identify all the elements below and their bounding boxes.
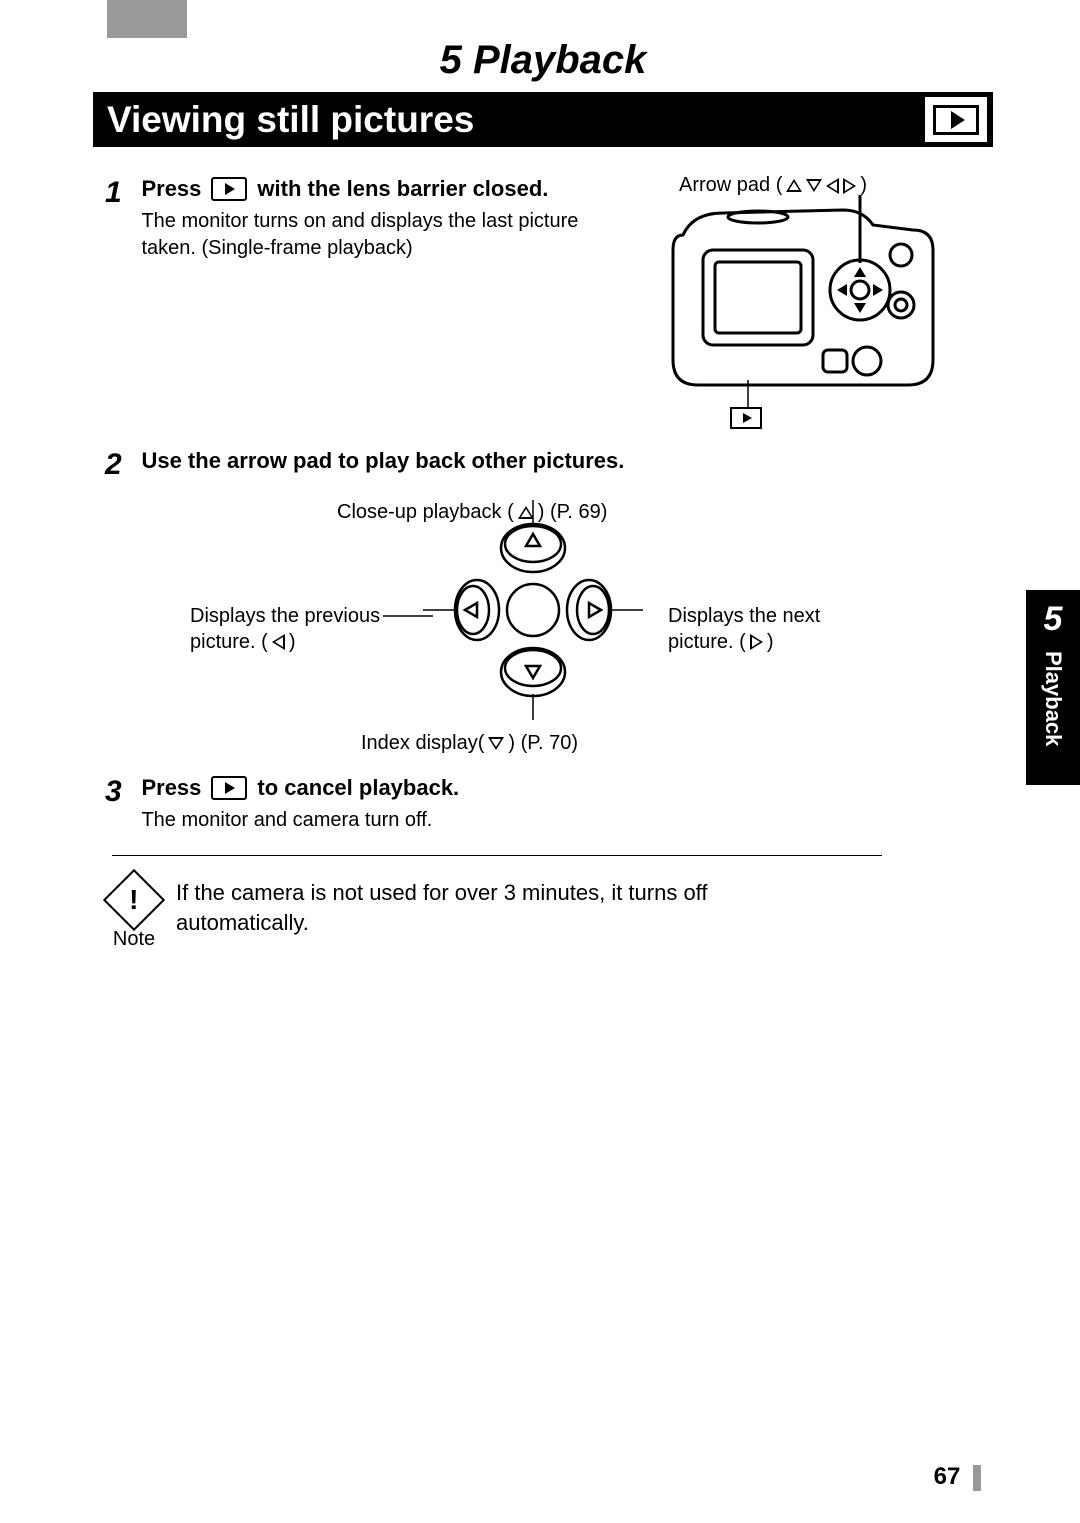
- step-heading: Use the arrow pad to play back other pic…: [141, 448, 624, 474]
- arrow-pad-label: Arrow pad ( ): [679, 174, 867, 197]
- section-title: Viewing still pictures: [107, 99, 474, 141]
- label-text: Displays the previous: [190, 603, 380, 629]
- dpad-left-label: Displays the previous picture. ( ): [190, 603, 380, 655]
- step-head-text: Press: [141, 176, 201, 202]
- playback-icon-small: [730, 407, 762, 429]
- note-text: If the camera is not used for over 3 min…: [176, 878, 826, 937]
- section-heading-bar: Viewing still pictures: [93, 92, 993, 147]
- label-text: Displays the next: [668, 603, 820, 629]
- chapter-heading: 5 Playback: [93, 38, 993, 83]
- page-number-bar: [973, 1465, 981, 1491]
- label-text: ): [860, 174, 867, 197]
- right-triangle-icon: [843, 178, 856, 194]
- note-icon: !: [103, 869, 165, 931]
- step-description: The monitor turns on and displays the la…: [141, 208, 601, 262]
- step-2: 2 Use the arrow pad to play back other p…: [105, 448, 624, 482]
- playback-icon: [933, 105, 979, 135]
- step-3: 3 Press to cancel playback. The monitor …: [105, 775, 459, 834]
- step-head-text: to cancel playback.: [257, 775, 459, 801]
- dpad-right-label: Displays the next picture. ( ): [668, 603, 820, 655]
- note-block: ! Note If the camera is not used for ove…: [112, 878, 826, 951]
- step-heading: Press with the lens barrier closed.: [141, 176, 601, 202]
- playback-icon-box: [925, 97, 987, 142]
- left-triangle-icon: [272, 634, 285, 650]
- step-head-text: Press: [141, 775, 201, 801]
- label-text: picture. (: [668, 629, 746, 655]
- note-label: Note: [112, 928, 156, 951]
- step-head-text: Use the arrow pad to play back other pic…: [141, 448, 624, 474]
- side-tab-number: 5: [1044, 600, 1063, 639]
- label-text: Arrow pad (: [679, 174, 782, 197]
- left-triangle-icon: [826, 178, 839, 194]
- page: 5 Playback Viewing still pictures 1 Pres…: [93, 0, 993, 1523]
- step-number: 1: [105, 176, 137, 210]
- pointer-line: [743, 380, 753, 408]
- step-head-text: with the lens barrier closed.: [257, 176, 548, 202]
- label-text: ) (P. 70): [508, 730, 578, 756]
- divider: [112, 855, 882, 856]
- page-number: 67: [93, 1463, 981, 1491]
- playback-button-icon: [211, 177, 247, 201]
- right-triangle-icon: [750, 634, 763, 650]
- step-description: The monitor and camera turn off.: [141, 807, 459, 834]
- pointer-line: [383, 614, 433, 618]
- dpad-down-label: Index display( ) (P. 70): [361, 730, 578, 756]
- up-triangle-icon: [786, 179, 802, 192]
- label-text: ): [289, 629, 296, 655]
- label-text: Index display(: [361, 730, 484, 756]
- playback-button-icon: [211, 776, 247, 800]
- side-tab-text: Playback: [1040, 651, 1066, 746]
- camera-illustration: [663, 195, 943, 405]
- down-triangle-icon: [806, 179, 822, 192]
- down-triangle-icon: [488, 737, 504, 750]
- step-number: 3: [105, 775, 137, 809]
- step-1: 1 Press with the lens barrier closed. Th…: [105, 176, 601, 262]
- step-heading: Press to cancel playback.: [141, 775, 459, 801]
- step-number: 2: [105, 448, 137, 482]
- dpad-illustration: [423, 500, 643, 720]
- label-text: ): [767, 629, 774, 655]
- label-text: picture. (: [190, 629, 268, 655]
- page-number-value: 67: [934, 1463, 961, 1490]
- side-tab: 5 Playback: [1026, 590, 1080, 785]
